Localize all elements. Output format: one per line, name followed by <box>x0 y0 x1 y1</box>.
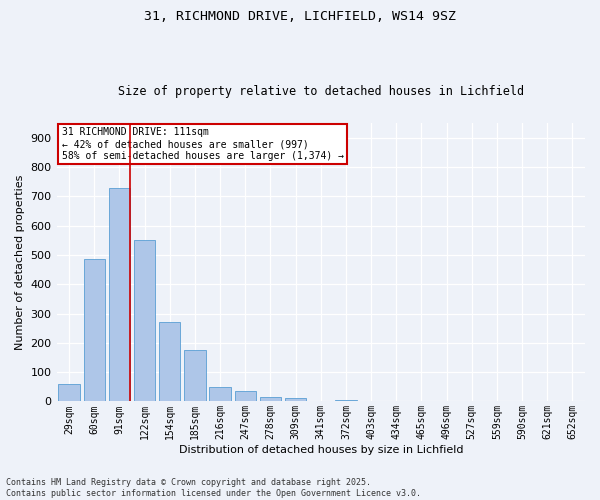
Bar <box>335 400 356 402</box>
X-axis label: Distribution of detached houses by size in Lichfield: Distribution of detached houses by size … <box>179 445 463 455</box>
Text: 31 RICHMOND DRIVE: 111sqm
← 42% of detached houses are smaller (997)
58% of semi: 31 RICHMOND DRIVE: 111sqm ← 42% of detac… <box>62 128 344 160</box>
Bar <box>209 388 231 402</box>
Bar <box>109 188 130 402</box>
Bar <box>134 240 155 402</box>
Bar <box>184 350 206 402</box>
Bar <box>83 260 105 402</box>
Bar <box>260 396 281 402</box>
Text: Contains HM Land Registry data © Crown copyright and database right 2025.
Contai: Contains HM Land Registry data © Crown c… <box>6 478 421 498</box>
Bar <box>159 322 181 402</box>
Bar <box>285 398 307 402</box>
Y-axis label: Number of detached properties: Number of detached properties <box>15 174 25 350</box>
Text: 31, RICHMOND DRIVE, LICHFIELD, WS14 9SZ: 31, RICHMOND DRIVE, LICHFIELD, WS14 9SZ <box>144 10 456 23</box>
Bar <box>58 384 80 402</box>
Bar <box>235 392 256 402</box>
Title: Size of property relative to detached houses in Lichfield: Size of property relative to detached ho… <box>118 86 524 98</box>
